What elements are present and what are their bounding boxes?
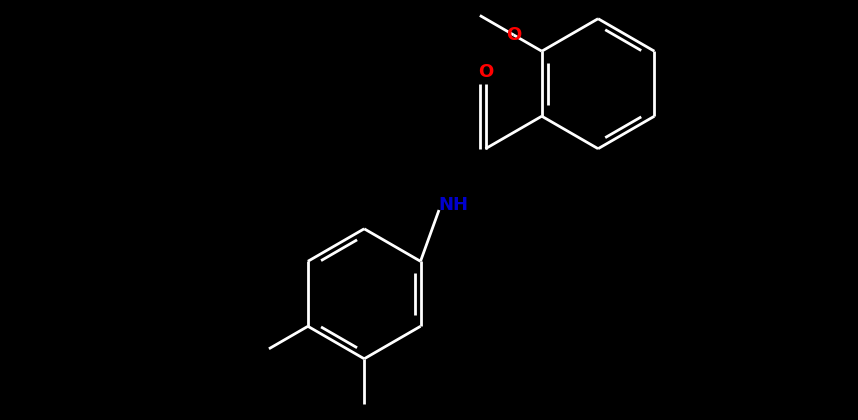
- Text: O: O: [478, 63, 493, 81]
- Text: NH: NH: [438, 196, 468, 214]
- Text: O: O: [506, 26, 522, 44]
